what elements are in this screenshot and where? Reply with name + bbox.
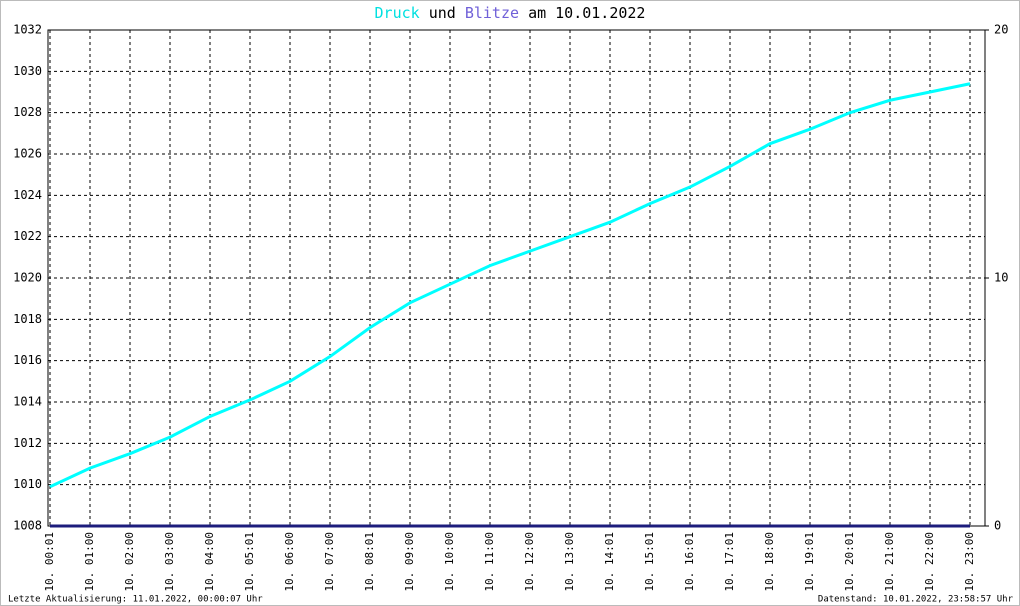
x-tick-label: 10. 08:01 — [363, 532, 376, 592]
y2-tick-label: 20 — [994, 23, 1008, 37]
x-tick-label: 10. 10:00 — [443, 532, 456, 592]
x-tick-label: 10. 06:00 — [283, 532, 296, 592]
x-tick-label: 10. 12:00 — [523, 532, 536, 592]
x-tick-label: 10. 20:01 — [843, 532, 856, 592]
x-tick-label: 10. 14:01 — [603, 532, 616, 592]
x-tick-label: 10. 16:01 — [683, 532, 696, 592]
x-tick-label: 10. 21:00 — [883, 532, 896, 592]
x-tick-label: 10. 02:00 — [123, 532, 136, 592]
x-tick-label: 10. 04:00 — [203, 532, 216, 592]
y-tick-label: 1014 — [13, 395, 42, 409]
chart-title: Druck und Blitze am 10.01.2022 — [375, 4, 646, 22]
x-tick-label: 10. 17:01 — [723, 532, 736, 592]
y2-tick-label: 10 — [994, 271, 1008, 285]
title-part: und — [429, 4, 456, 22]
x-tick-label: 10. 09:00 — [403, 532, 416, 592]
y-tick-label: 1020 — [13, 271, 42, 285]
title-part: Blitze — [465, 4, 519, 22]
y2-tick-label: 0 — [994, 519, 1001, 533]
y-tick-label: 1024 — [13, 188, 42, 202]
footer-right: Datenstand: 10.01.2022, 23:58:57 Uhr — [818, 595, 1014, 605]
footer-left: Letzte Aktualisierung: 11.01.2022, 00:00… — [8, 595, 263, 605]
title-part: am 10.01.2022 — [528, 4, 645, 22]
y-tick-label: 1032 — [13, 23, 42, 37]
x-tick-label: 10. 23:00 — [963, 532, 976, 592]
y-tick-label: 1010 — [13, 477, 42, 491]
y-tick-label: 1008 — [13, 519, 42, 533]
x-tick-label: 10. 03:00 — [163, 532, 176, 592]
x-tick-label: 10. 13:00 — [563, 532, 576, 592]
x-tick-label: 10. 19:01 — [803, 532, 816, 592]
title-part: Druck — [375, 4, 420, 22]
y-tick-label: 1016 — [13, 353, 42, 367]
y-tick-label: 1026 — [13, 147, 42, 161]
x-tick-label: 10. 05:01 — [243, 532, 256, 592]
y-tick-label: 1028 — [13, 105, 42, 119]
series-line — [49, 82, 971, 489]
x-tick-label: 10. 11:00 — [483, 532, 496, 592]
y-tick-label: 1018 — [13, 312, 42, 326]
y-tick-label: 1030 — [13, 64, 42, 78]
x-tick-label: 10. 07:00 — [323, 532, 336, 592]
x-tick-label: 10. 00:01 — [43, 532, 56, 592]
x-tick-label: 10. 01:00 — [83, 532, 96, 592]
x-tick-label: 10. 18:00 — [763, 532, 776, 592]
x-tick-label: 10. 15:01 — [643, 532, 656, 592]
y-tick-label: 1022 — [13, 229, 42, 243]
y-tick-label: 1012 — [13, 436, 42, 450]
x-tick-label: 10. 22:00 — [923, 532, 936, 592]
